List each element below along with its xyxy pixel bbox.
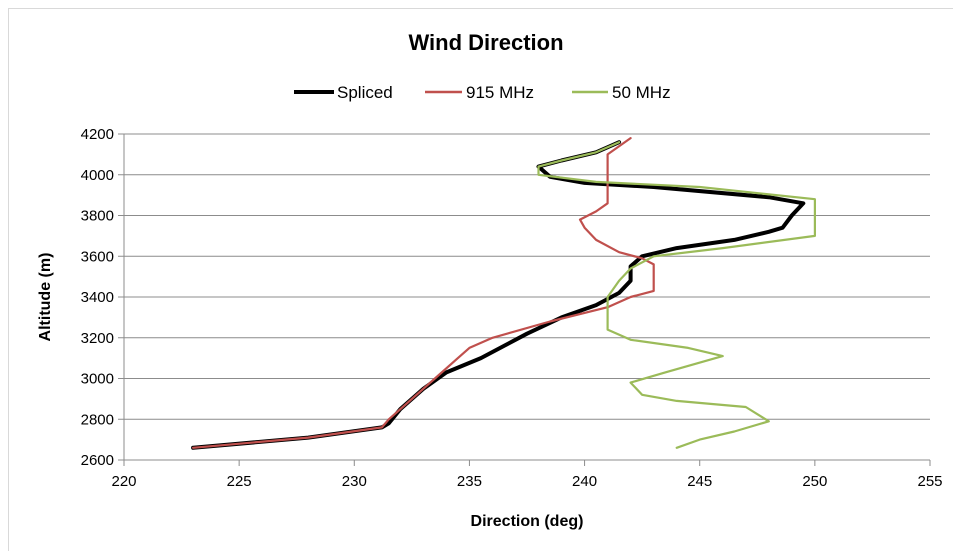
x-tick-label: 225 [227, 473, 252, 490]
x-tick-labels: 220 225 230 235 240 245 250 255 [111, 473, 942, 490]
x-tick-label: 240 [572, 473, 597, 490]
y-tick-labels: 2600 2800 3000 3200 3400 3600 3800 4000 4200 [81, 126, 114, 469]
legend-label-spliced: Spliced [337, 83, 393, 102]
y-tick-label: 3200 [81, 330, 114, 347]
legend-label-50-mhz: 50 MHz [612, 83, 671, 102]
x-tick-label: 235 [457, 473, 482, 490]
x-tick-label: 245 [687, 473, 712, 490]
series-line-915-mhz [192, 137, 655, 449]
x-tick-label: 220 [111, 473, 136, 490]
y-tick-label: 3400 [81, 289, 114, 306]
y-tick-label: 3000 [81, 371, 114, 388]
y-axis-label: Altitude (m) [37, 253, 54, 342]
x-tick-label: 250 [802, 473, 827, 490]
y-tick-label: 2600 [81, 452, 114, 469]
x-tick-label: 255 [917, 473, 942, 490]
legend-label-915-mhz: 915 MHz [466, 83, 534, 102]
y-tick-label: 4200 [81, 126, 114, 143]
x-tick-label: 230 [342, 473, 367, 490]
y-tick-label: 4000 [81, 167, 114, 184]
x-axis-label: Direction (deg) [471, 513, 584, 530]
chart-title: Wind Direction [408, 30, 563, 55]
y-tick-label: 3600 [81, 248, 114, 265]
legend: Spliced 915 MHz 50 MHz [294, 83, 671, 102]
y-tick-label: 2800 [81, 411, 114, 428]
chart-frame [8, 8, 953, 551]
series-lines [191, 137, 816, 450]
gridlines [118, 133, 930, 461]
axes [123, 134, 931, 466]
y-tick-label: 3800 [81, 208, 114, 225]
series-line-50-mhz [537, 141, 816, 449]
